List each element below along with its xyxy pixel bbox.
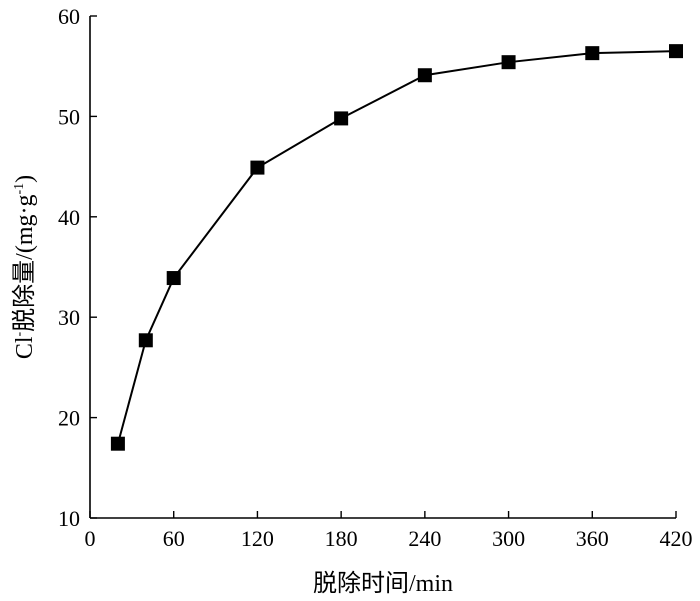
data-point-marker: [417, 68, 432, 83]
y-axis-title-ion: Cl: [12, 336, 38, 359]
y-tick-label: 50: [58, 104, 80, 129]
y-axis-title-label: 脱除量/(mg·g: [11, 194, 38, 331]
y-axis-title: Cl-脱除量/(mg·g-1): [11, 175, 38, 359]
y-axis-title-close: ): [12, 175, 38, 183]
data-point-marker: [250, 160, 265, 175]
series-line: [116, 50, 677, 444]
x-tick-label: 420: [660, 526, 693, 551]
y-tick-label: 10: [58, 506, 80, 531]
y-tick-label: 20: [58, 406, 80, 431]
x-tick-label: 180: [325, 526, 358, 551]
data-point-marker: [585, 46, 600, 61]
x-tick-label: 0: [85, 526, 96, 551]
data-point-marker: [138, 333, 153, 348]
x-tick-label: 360: [576, 526, 609, 551]
x-axis-title: 脱除时间/min: [313, 570, 453, 597]
data-point-marker: [501, 55, 516, 70]
series: [110, 44, 683, 451]
y-axis-title-exponent: -1: [12, 183, 27, 195]
data-point-marker: [110, 436, 125, 451]
x-tick-label: 240: [408, 526, 441, 551]
axes: [89, 16, 676, 519]
y-tick-label: 30: [58, 305, 80, 330]
data-point-marker: [669, 44, 683, 59]
ticks: 0 60 120 180 240 300 360 420 10 20 30 40 50 60: [58, 4, 693, 551]
y-axis-title-charge: -: [12, 331, 27, 336]
x-tick-label: 300: [492, 526, 525, 551]
data-point-marker: [166, 271, 181, 286]
data-point-marker: [334, 111, 349, 126]
y-tick-label: 60: [58, 4, 80, 29]
y-tick-label: 40: [58, 205, 80, 230]
x-tick-label: 60: [163, 526, 185, 551]
x-tick-label: 120: [241, 526, 274, 551]
